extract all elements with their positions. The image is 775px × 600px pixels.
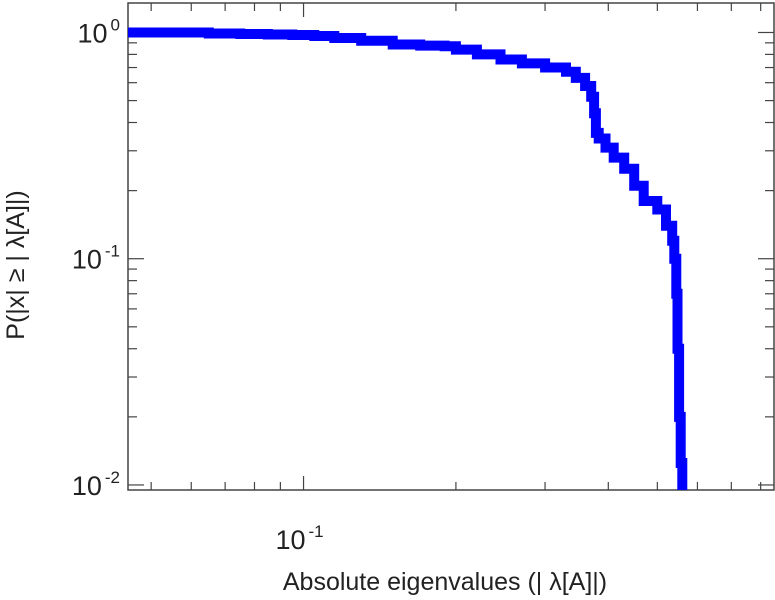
plot-area: [127, 2, 775, 491]
y-tick-label-exponent: -1: [105, 242, 120, 261]
series-layer: [128, 27, 688, 490]
y-axis-label: P(|x| ≥ | λ[A]|): [2, 190, 30, 339]
y-tick-label: 10 0: [77, 15, 120, 48]
axis-ticks: [128, 3, 774, 490]
x-tick-label-base: 10: [275, 525, 305, 555]
plot-frame: [127, 2, 775, 491]
x-tick-label-exponent: -1: [309, 522, 324, 541]
y-tick-label-base: 10: [72, 245, 102, 275]
y-tick-label: 10 -2: [72, 468, 120, 501]
x-axis-label: Absolute eigenvalues (| λ[A]|): [283, 568, 607, 596]
tick-labels: 10 010 -110 -210 -1: [72, 15, 324, 555]
y-tick-label-exponent: -2: [105, 468, 120, 487]
y-tick-label-base: 10: [72, 471, 102, 501]
series-line-0: [128, 27, 688, 490]
y-tick-label-exponent: 0: [111, 15, 120, 34]
y-tick-label-base: 10: [77, 18, 107, 48]
x-tick-label: 10 -1: [275, 522, 323, 555]
y-tick-label: 10 -1: [72, 242, 120, 275]
